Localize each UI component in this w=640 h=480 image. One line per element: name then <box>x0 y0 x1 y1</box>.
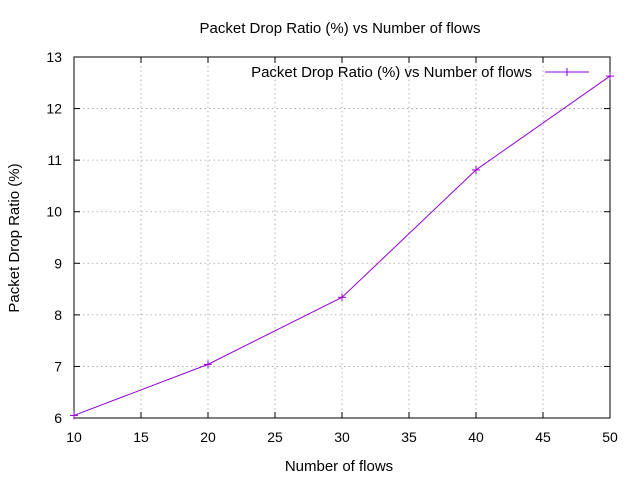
data-point <box>606 72 614 81</box>
legend: Packet Drop Ratio (%) vs Number of flows <box>251 64 589 81</box>
x-tick-label: 10 <box>66 429 82 445</box>
x-tick-label: 25 <box>267 429 283 445</box>
data-point <box>70 411 78 420</box>
series-line <box>73 75 611 416</box>
y-tick-label: 9 <box>54 255 62 271</box>
y-axis-title: Packet Drop Ratio (%) <box>6 163 23 312</box>
x-tick-label: 30 <box>334 429 350 445</box>
x-tick-label: 35 <box>401 429 417 445</box>
data-point <box>338 293 346 302</box>
x-tick-label: 45 <box>535 429 551 445</box>
legend-marker <box>563 68 571 76</box>
x-tick-label: 15 <box>133 429 149 445</box>
chart-title: Packet Drop Ratio (%) vs Number of flows <box>200 20 481 37</box>
series-layer <box>70 72 614 420</box>
y-tick-label: 8 <box>54 307 62 323</box>
x-axis-title: Number of flows <box>285 458 393 475</box>
x-tick-label: 20 <box>200 429 216 445</box>
data-point <box>472 165 480 174</box>
x-tick-label: 40 <box>468 429 484 445</box>
x-axis: 10 15 20 25 30 35 40 45 50 <box>66 57 618 445</box>
x-tick-label: 50 <box>602 429 618 445</box>
y-tick-label: 6 <box>54 410 62 426</box>
y-tick-label: 12 <box>46 101 62 117</box>
y-tick-label: 10 <box>46 204 62 220</box>
grid-lines <box>74 57 610 418</box>
y-tick-label: 13 <box>46 49 62 65</box>
y-tick-label: 11 <box>47 152 62 168</box>
data-point <box>204 360 212 369</box>
y-axis: 6 7 8 9 10 11 12 13 <box>46 49 610 426</box>
y-tick-label: 7 <box>54 358 62 374</box>
legend-label: Packet Drop Ratio (%) vs Number of flows <box>251 64 532 81</box>
